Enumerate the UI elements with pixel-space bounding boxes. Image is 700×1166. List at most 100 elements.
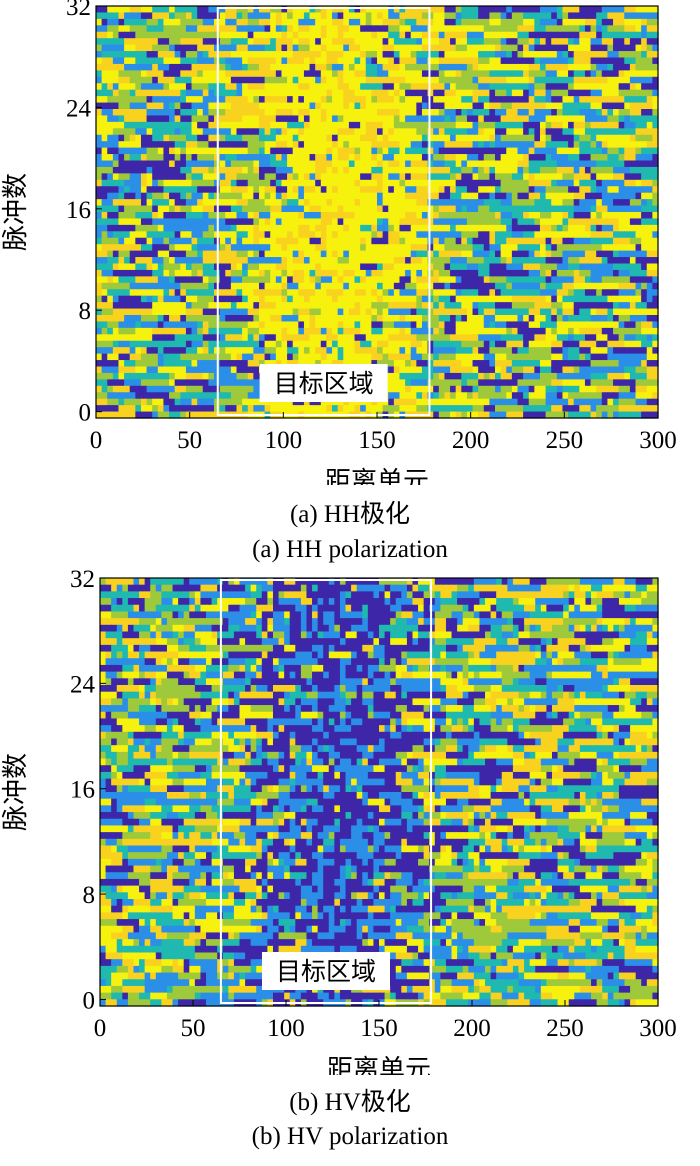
heatmap-cell bbox=[579, 102, 586, 110]
heatmap-cell bbox=[438, 205, 446, 213]
heatmap-cell bbox=[466, 160, 474, 168]
heatmap-cell bbox=[315, 269, 322, 277]
heatmap-cell bbox=[427, 224, 434, 232]
heatmap-cell bbox=[416, 109, 423, 117]
heatmap-cell bbox=[405, 128, 412, 136]
heatmap-cell bbox=[191, 199, 198, 207]
heatmap-cell bbox=[607, 57, 614, 65]
heatmap-cell bbox=[579, 263, 586, 271]
heatmap-cell bbox=[281, 160, 288, 168]
heatmap-cell bbox=[281, 289, 288, 297]
heatmap-cell bbox=[433, 244, 440, 252]
heatmap-cell bbox=[225, 76, 232, 84]
heatmap-cell bbox=[450, 134, 457, 142]
heatmap-cell bbox=[551, 250, 558, 258]
heatmap-cell bbox=[506, 44, 513, 52]
heatmap-cell bbox=[298, 12, 305, 20]
heatmap-cell bbox=[230, 205, 238, 213]
heatmap-cell bbox=[129, 160, 136, 168]
heatmap-cell bbox=[112, 44, 120, 52]
heatmap-cell bbox=[388, 38, 395, 46]
heatmap-cell bbox=[343, 44, 350, 52]
heatmap-cell bbox=[523, 250, 530, 258]
heatmap-cell bbox=[641, 31, 648, 39]
heatmap-cell bbox=[371, 212, 378, 220]
heatmap-cell bbox=[551, 57, 558, 65]
heatmap-cell bbox=[433, 128, 440, 136]
heatmap-cell bbox=[118, 186, 125, 194]
heatmap-cell bbox=[410, 96, 417, 104]
heatmap-cell bbox=[152, 269, 159, 277]
heatmap-cell bbox=[528, 147, 535, 155]
heatmap-cell bbox=[393, 51, 401, 59]
heatmap-cell bbox=[360, 83, 367, 91]
heatmap-cell bbox=[343, 109, 350, 117]
heatmap-cell bbox=[219, 102, 226, 110]
heatmap-cell bbox=[556, 295, 564, 303]
heatmap-cell bbox=[348, 63, 356, 71]
heatmap-cell bbox=[421, 115, 429, 123]
heatmap-cell bbox=[489, 224, 496, 232]
heatmap-cell bbox=[450, 289, 457, 297]
heatmap-cell bbox=[551, 38, 558, 46]
heatmap-cell bbox=[236, 205, 243, 213]
heatmap-cell bbox=[247, 31, 254, 39]
heatmap-cell bbox=[309, 102, 316, 110]
heatmap-cell bbox=[360, 6, 367, 14]
heatmap-cell bbox=[596, 89, 603, 97]
heatmap-cell bbox=[466, 302, 474, 310]
heatmap-cell bbox=[382, 12, 389, 20]
heatmap-cell bbox=[197, 160, 204, 168]
heatmap-cell bbox=[511, 76, 519, 84]
heatmap-cell bbox=[382, 147, 389, 155]
heatmap-cell bbox=[163, 321, 170, 329]
heatmap-cell bbox=[140, 25, 148, 33]
heatmap-cell bbox=[185, 237, 193, 245]
heatmap-cell bbox=[169, 244, 176, 252]
heatmap-cell bbox=[101, 121, 108, 129]
heatmap-cell bbox=[641, 141, 648, 149]
heatmap-cell bbox=[219, 212, 226, 220]
heatmap-cell bbox=[124, 160, 131, 168]
heatmap-cell bbox=[573, 231, 580, 239]
heatmap-cell bbox=[635, 115, 642, 123]
heatmap-cell bbox=[185, 57, 193, 65]
heatmap-cell bbox=[101, 154, 108, 162]
heatmap-cell bbox=[124, 70, 131, 78]
heatmap-cell bbox=[433, 173, 440, 181]
heatmap-cell bbox=[629, 6, 637, 14]
heatmap-cell bbox=[247, 205, 254, 213]
heatmap-cell bbox=[247, 141, 254, 149]
heatmap-cell bbox=[613, 282, 620, 290]
heatmap-cell bbox=[635, 212, 642, 220]
heatmap-cell bbox=[320, 147, 328, 155]
heatmap-cell bbox=[303, 237, 311, 245]
heatmap-cell bbox=[354, 282, 361, 290]
heatmap-cell bbox=[230, 51, 238, 59]
heatmap-cell bbox=[472, 128, 479, 136]
heatmap-cell bbox=[545, 237, 552, 245]
heatmap-cell bbox=[253, 128, 260, 136]
heatmap-cell bbox=[466, 212, 474, 220]
heatmap-cell bbox=[101, 244, 108, 252]
heatmap-cell bbox=[219, 289, 226, 297]
heatmap-cell bbox=[433, 199, 440, 207]
heatmap-cell bbox=[275, 96, 283, 104]
heatmap-cell bbox=[219, 121, 226, 129]
heatmap-cell bbox=[332, 25, 339, 33]
heatmap-cell bbox=[579, 218, 586, 226]
heatmap-cell bbox=[236, 237, 243, 245]
heatmap-cell bbox=[478, 25, 485, 33]
heatmap-cell bbox=[556, 231, 564, 239]
heatmap-cell bbox=[354, 166, 361, 174]
heatmap-cell bbox=[421, 244, 429, 252]
heatmap-cell bbox=[96, 166, 103, 174]
heatmap-cell bbox=[410, 141, 417, 149]
heatmap-cell bbox=[371, 257, 378, 265]
heatmap-cell bbox=[298, 250, 305, 258]
heatmap-cell bbox=[607, 244, 614, 252]
heatmap-cell bbox=[584, 250, 592, 258]
heatmap-cell bbox=[410, 6, 417, 14]
heatmap-cell bbox=[298, 18, 305, 26]
heatmap-cell bbox=[534, 321, 541, 329]
